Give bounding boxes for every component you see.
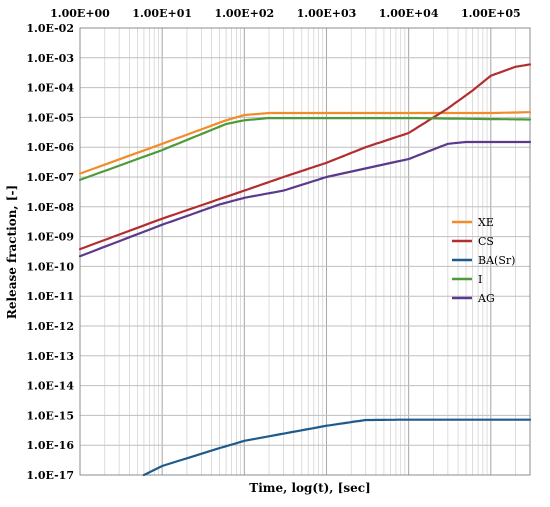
y-tick-label: 1.0E-06 (26, 141, 74, 154)
y-tick-label: 1.0E-16 (26, 439, 74, 452)
y-tick-label: 1.0E-11 (26, 290, 74, 303)
legend-label: BA(Sr) (478, 254, 515, 267)
y-tick-label: 1.0E-07 (26, 171, 74, 184)
legend-label: I (478, 273, 482, 286)
series-lines (78, 63, 532, 477)
x-tick-label: 1.00E+01 (132, 7, 192, 20)
legend-label: CS (478, 235, 494, 248)
y-tick-label: 1.0E-15 (26, 409, 74, 422)
plot-frame (79, 27, 531, 476)
y-tick-label: 1.0E-04 (26, 82, 74, 95)
grid (79, 27, 531, 476)
legend-label: AG (477, 292, 495, 305)
series-line-ba-sr- (142, 418, 532, 477)
y-tick-label: 1.0E-12 (26, 320, 74, 333)
y-tick-label: 1.0E-09 (26, 231, 74, 244)
y-tick-label: 1.0E-17 (26, 469, 74, 482)
x-tick-label: 1.00E+04 (379, 7, 439, 20)
x-tick-label: 1.00E+02 (214, 7, 274, 20)
y-tick-label: 1.0E-14 (26, 380, 74, 393)
x-axis-title: Time, log(t), [sec] (249, 481, 370, 495)
legend: XE CS BA(Sr) I AG (452, 216, 515, 305)
legend-label: XE (478, 216, 494, 229)
series-line-ag (78, 140, 532, 258)
y-axis-title: Release fraction, [-] (5, 185, 19, 319)
series-line-i (78, 116, 532, 181)
axes (79, 27, 531, 476)
y-tick-label: 1.0E-13 (26, 350, 74, 363)
x-tick-label: 1.00E+03 (297, 7, 357, 20)
y-tick-label: 1.0E-10 (26, 260, 74, 273)
x-tick-label: 1.00E+05 (461, 7, 521, 20)
y-tick-label: 1.0E-02 (26, 22, 74, 35)
series-line-xe (78, 111, 532, 175)
y-tick-label: 1.0E-05 (26, 111, 74, 124)
x-tick-label: 1.00E+00 (50, 7, 110, 20)
y-tick-label: 1.0E-08 (26, 201, 74, 214)
tick-labels: 1.00E+00 1.00E+01 1.00E+02 1.00E+03 1.00E+04… (26, 7, 520, 482)
series-line-cs (78, 63, 532, 251)
y-tick-label: 1.0E-03 (26, 52, 74, 65)
